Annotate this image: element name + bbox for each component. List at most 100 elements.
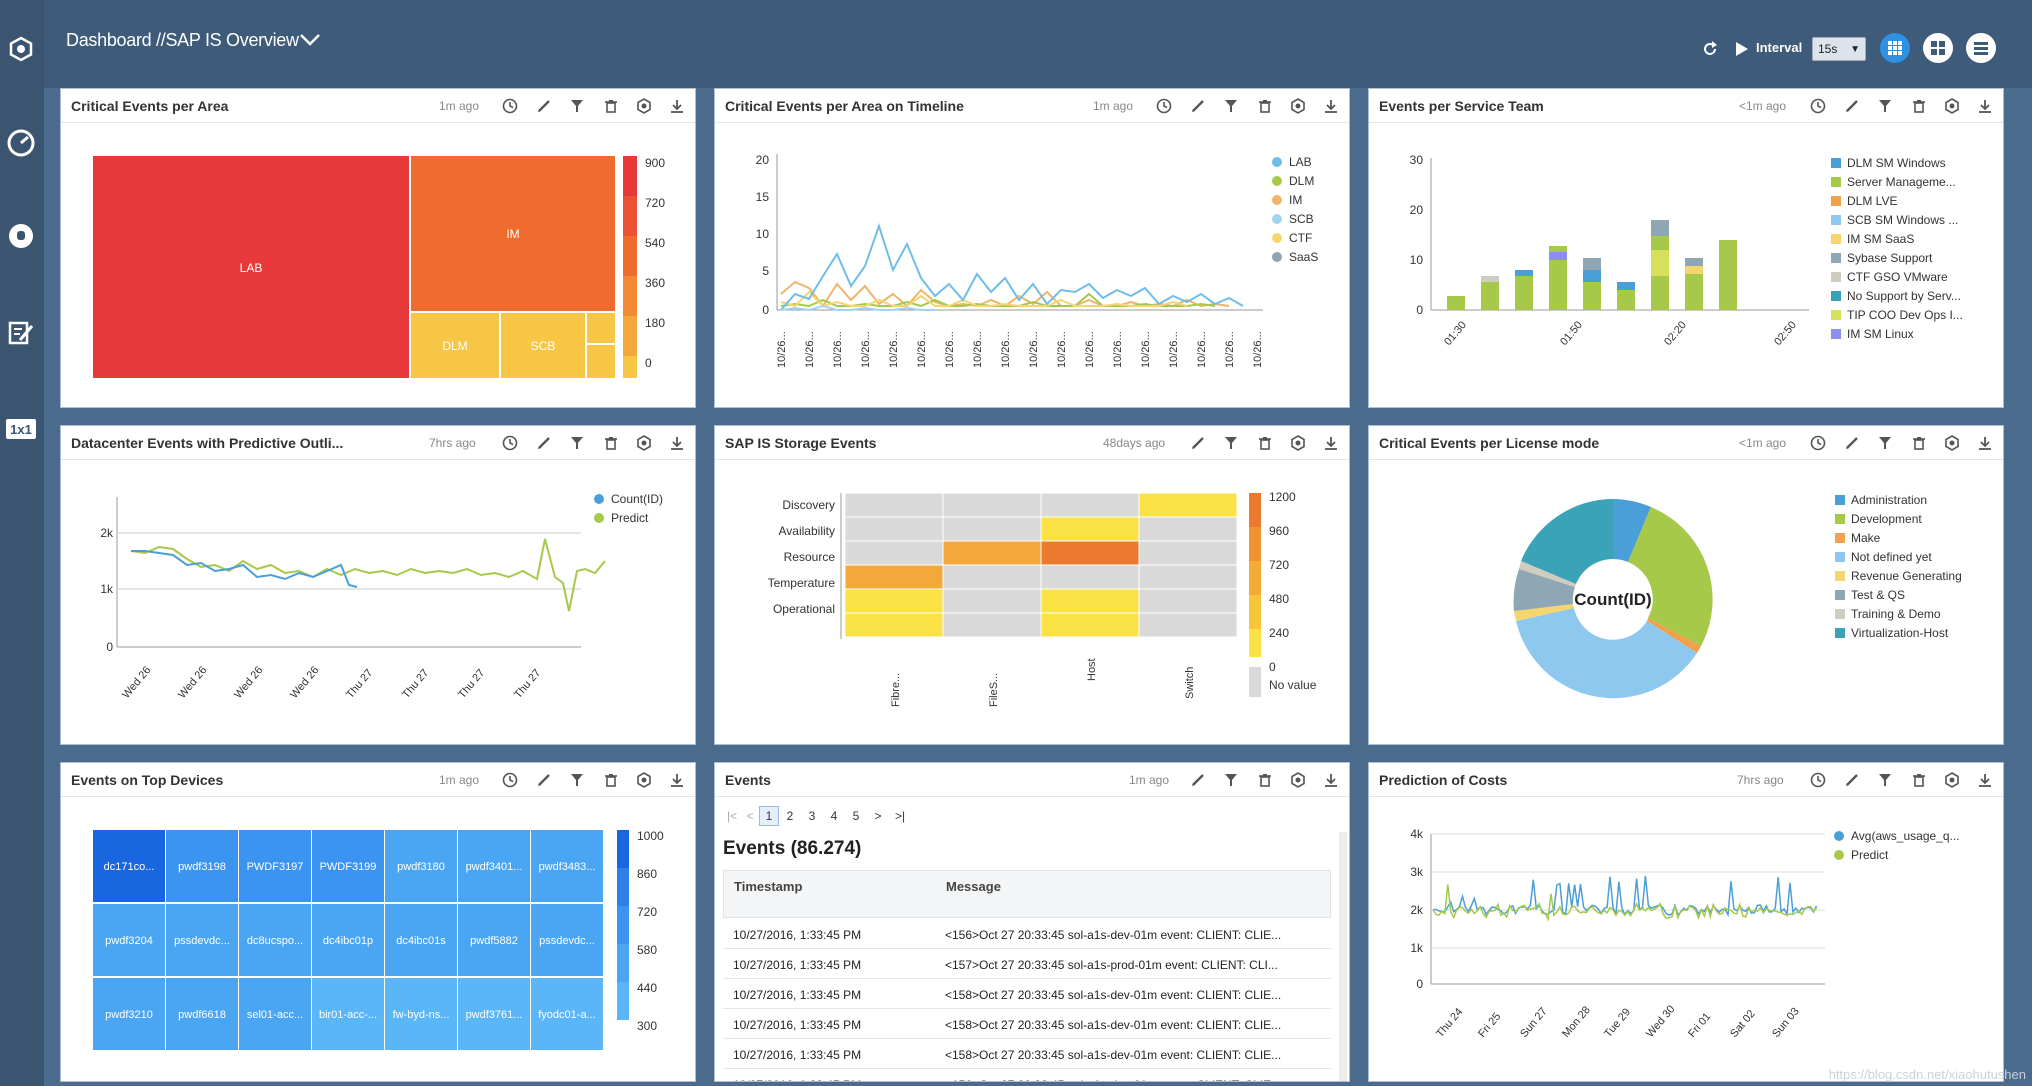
device-cell[interactable] xyxy=(166,830,238,902)
legend-item[interactable]: Server Manageme... xyxy=(1847,175,1956,189)
device-cell[interactable] xyxy=(458,830,530,902)
device-cell[interactable] xyxy=(385,830,457,902)
device-cell[interactable] xyxy=(93,978,165,1050)
cube-icon[interactable] xyxy=(1287,770,1309,790)
legend-item[interactable]: IM SM Linux xyxy=(1847,327,1914,341)
legend-item[interactable]: DLM xyxy=(1289,174,1314,188)
download-icon[interactable] xyxy=(1974,770,1996,790)
pager-last[interactable]: >| xyxy=(894,809,906,823)
pencil-icon[interactable] xyxy=(1187,433,1209,453)
legend-item[interactable]: No Support by Serv... xyxy=(1847,289,1961,303)
table-row[interactable]: 10/27/2016, 1:33:45 PM <157>Oct 27 20:33:… xyxy=(723,950,1331,979)
list-layout-icon[interactable] xyxy=(1966,33,1996,63)
filter-icon[interactable] xyxy=(1874,433,1896,453)
legend-item[interactable]: Avg(aws_usage_q... xyxy=(1851,829,1960,843)
pencil-icon[interactable] xyxy=(533,96,555,116)
pager-next[interactable]: > xyxy=(874,809,882,823)
download-icon[interactable] xyxy=(1974,96,1996,116)
device-cell[interactable] xyxy=(312,978,384,1050)
heatmap-cells[interactable] xyxy=(844,492,1238,638)
filter-icon[interactable] xyxy=(566,433,588,453)
trash-icon[interactable] xyxy=(600,433,622,453)
treemap-cell-dlm[interactable] xyxy=(411,313,499,378)
cube-icon[interactable] xyxy=(1941,96,1963,116)
clock-icon[interactable] xyxy=(1807,433,1829,453)
treemap-cell-small[interactable] xyxy=(587,313,615,343)
clock-icon[interactable] xyxy=(1807,770,1829,790)
legend-item[interactable]: SCB xyxy=(1289,212,1314,226)
pencil-icon[interactable] xyxy=(1841,433,1863,453)
pager-page[interactable]: 3 xyxy=(808,809,816,823)
pencil-icon[interactable] xyxy=(1841,770,1863,790)
donut-slices[interactable] xyxy=(1513,499,1713,699)
column-header-message[interactable]: Message xyxy=(946,879,1001,894)
cube-icon[interactable] xyxy=(633,770,655,790)
refresh-icon[interactable] xyxy=(1700,38,1720,60)
device-cell[interactable] xyxy=(312,904,384,976)
legend-item[interactable]: LAB xyxy=(1289,155,1312,169)
pager-page[interactable]: 4 xyxy=(830,809,838,823)
legend-item[interactable]: Test & QS xyxy=(1851,588,1905,602)
legend-item[interactable]: Virtualization-Host xyxy=(1851,626,1949,640)
trash-icon[interactable] xyxy=(1908,770,1930,790)
filter-icon[interactable] xyxy=(1220,770,1242,790)
table-row[interactable]: 10/27/2016, 1:33:45 PM <158>Oct 27 20:33:… xyxy=(723,980,1331,1009)
pencil-icon[interactable] xyxy=(533,770,555,790)
cube-icon[interactable] xyxy=(1287,96,1309,116)
device-cell[interactable] xyxy=(458,904,530,976)
pager-page-active[interactable]: 1 xyxy=(759,806,779,826)
device-cell[interactable] xyxy=(531,904,603,976)
download-icon[interactable] xyxy=(666,433,688,453)
device-cell[interactable] xyxy=(385,904,457,976)
play-icon[interactable] xyxy=(1732,38,1752,60)
cube-icon[interactable] xyxy=(633,96,655,116)
table-row[interactable]: 10/27/2016, 1:33:45 PM <156>Oct 27 20:33:… xyxy=(723,920,1331,949)
trash-icon[interactable] xyxy=(1254,96,1276,116)
legend-item[interactable]: CTF GSO VMware xyxy=(1847,270,1948,284)
chevron-down-icon[interactable] xyxy=(298,32,322,53)
trash-icon[interactable] xyxy=(600,96,622,116)
legend-item[interactable]: SCB SM Windows ... xyxy=(1847,213,1958,227)
two-column-layout-icon[interactable] xyxy=(1923,33,1953,63)
alert-bell-icon[interactable] xyxy=(2,218,40,256)
download-icon[interactable] xyxy=(666,96,688,116)
cube-icon[interactable] xyxy=(633,433,655,453)
legend-item[interactable]: Predict xyxy=(1851,848,1889,862)
legend-item[interactable]: DLM SM Windows xyxy=(1847,156,1946,170)
treemap-cell-scb[interactable] xyxy=(501,313,585,378)
legend-item[interactable]: TIP COO Dev Ops I... xyxy=(1847,308,1963,322)
pencil-icon[interactable] xyxy=(1187,770,1209,790)
device-cell[interactable] xyxy=(531,830,603,902)
legend-item[interactable]: Administration xyxy=(1851,493,1927,507)
column-header-timestamp[interactable]: Timestamp xyxy=(734,879,803,894)
legend-item[interactable]: Not defined yet xyxy=(1851,550,1932,564)
grid-layout-icon[interactable] xyxy=(1880,33,1910,63)
table-row[interactable]: 10/27/2016, 1:33:45 PM <156>Oct 27 20:33:… xyxy=(723,1070,1331,1081)
download-icon[interactable] xyxy=(666,770,688,790)
device-cells[interactable]: dc171co... pwdf3198 PWDF3197 PWDF3199 pwdf31… xyxy=(93,830,603,1050)
legend-item[interactable]: DLM LVE xyxy=(1847,194,1897,208)
speedometer-icon[interactable] xyxy=(2,124,40,162)
filter-icon[interactable] xyxy=(1874,770,1896,790)
table-row[interactable]: 10/27/2016, 1:33:45 PM <158>Oct 27 20:33:… xyxy=(723,1010,1331,1039)
pencil-icon[interactable] xyxy=(533,433,555,453)
pager-page[interactable]: 2 xyxy=(786,809,794,823)
trash-icon[interactable] xyxy=(1908,433,1930,453)
cube-network-icon[interactable] xyxy=(2,30,40,68)
table-row[interactable]: 10/27/2016, 1:33:45 PM <158>Oct 27 20:33:… xyxy=(723,1040,1331,1069)
treemap-cell-lab[interactable] xyxy=(93,156,409,378)
legend-item[interactable]: IM xyxy=(1289,193,1302,207)
edit-sheet-icon[interactable] xyxy=(2,314,40,352)
legend-item[interactable]: Training & Demo xyxy=(1851,607,1941,621)
one-by-one-icon[interactable]: 1x1 xyxy=(2,410,40,448)
download-icon[interactable] xyxy=(1320,770,1342,790)
pencil-icon[interactable] xyxy=(1187,96,1209,116)
legend-item[interactable]: SaaS xyxy=(1289,250,1318,264)
device-cell[interactable] xyxy=(239,978,311,1050)
device-cell[interactable] xyxy=(239,904,311,976)
bars[interactable] xyxy=(1447,220,1737,310)
legend-item[interactable]: IM SM SaaS xyxy=(1847,232,1914,246)
filter-icon[interactable] xyxy=(566,770,588,790)
legend-item[interactable]: Count(ID) xyxy=(611,492,663,506)
treemap-cell-small[interactable] xyxy=(587,345,615,378)
